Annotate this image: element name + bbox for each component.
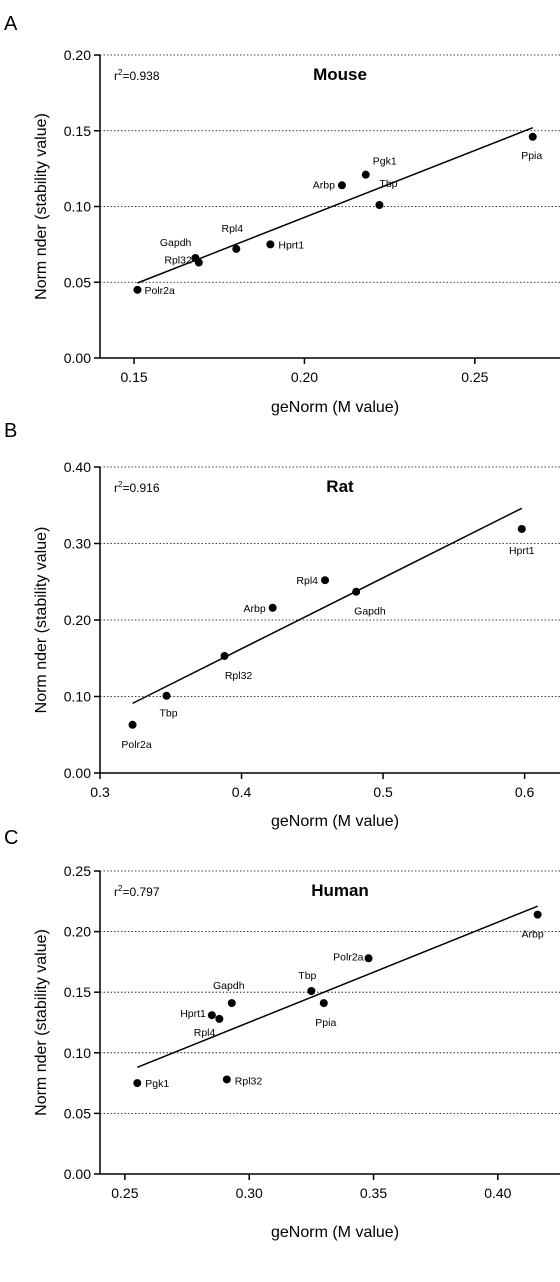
data-point bbox=[215, 1014, 224, 1023]
data-point-label: Gapdh bbox=[160, 237, 192, 249]
data-point-label: Rpl32 bbox=[225, 670, 253, 682]
y-tick-label: 0.40 bbox=[64, 459, 91, 475]
x-tick-label: 0.4 bbox=[232, 784, 252, 800]
panel-letter: A bbox=[4, 13, 18, 35]
panel-letter: B bbox=[4, 420, 17, 442]
data-point-label: Rpl32 bbox=[235, 1075, 263, 1087]
data-point-label: Arbp bbox=[522, 929, 544, 941]
data-point-label: Polr2a bbox=[121, 739, 152, 751]
y-axis-label: Norm nder (stability value) bbox=[33, 113, 50, 300]
data-point-label: Rpl4 bbox=[194, 1027, 216, 1039]
data-point bbox=[232, 244, 241, 253]
data-point-label: Arbp bbox=[313, 179, 335, 191]
data-point bbox=[266, 240, 275, 249]
x-tick-label: 0.5 bbox=[373, 784, 393, 800]
x-axis-label: geNorm (M value) bbox=[271, 399, 399, 416]
x-tick-label: 0.30 bbox=[236, 1185, 263, 1201]
x-axis-label: geNorm (M value) bbox=[271, 813, 399, 830]
y-tick-label: 0.30 bbox=[64, 536, 91, 552]
data-point-label: Gapdh bbox=[213, 980, 245, 992]
plot-title: Mouse bbox=[313, 65, 367, 84]
x-tick-label: 0.25 bbox=[111, 1185, 138, 1201]
data-point-label: Ppia bbox=[315, 1017, 336, 1029]
y-tick-label: 0.10 bbox=[64, 1045, 91, 1061]
regression-line bbox=[137, 127, 534, 284]
data-point bbox=[533, 910, 542, 919]
data-point-label: Tbp bbox=[159, 708, 177, 720]
data-point bbox=[133, 1079, 142, 1088]
x-tick-label: 0.20 bbox=[291, 369, 318, 385]
plot-title: Human bbox=[311, 881, 369, 900]
data-point bbox=[321, 576, 330, 585]
y-tick-label: 0.05 bbox=[64, 1105, 91, 1121]
data-point-label: Polr2a bbox=[333, 951, 364, 963]
panel-c: C 0.00 0.05 0.10 0.15 0.20 0.25 0.25 0.30 0.35 0.4… bbox=[4, 827, 560, 1241]
data-point-label: Tbp bbox=[379, 178, 397, 190]
y-tick-label: 0.05 bbox=[64, 274, 91, 290]
x-tick-label: 0.3 bbox=[90, 784, 110, 800]
data-point-label: Rpl4 bbox=[296, 575, 318, 587]
y-tick-label: 0.20 bbox=[64, 924, 91, 940]
data-point-label: Gapdh bbox=[354, 606, 386, 618]
data-point bbox=[528, 132, 537, 141]
plot-title: Rat bbox=[326, 477, 354, 496]
data-point-label: Hprt1 bbox=[509, 545, 535, 557]
data-point-label: Hprt1 bbox=[180, 1008, 206, 1020]
data-point bbox=[307, 986, 316, 995]
x-tick-label: 0.25 bbox=[461, 369, 488, 385]
x-axis-label: geNorm (M value) bbox=[271, 1224, 399, 1241]
data-point bbox=[220, 651, 229, 660]
panel-letter: C bbox=[4, 827, 18, 849]
data-point-label: Tbp bbox=[298, 970, 316, 982]
data-point-label: Ppia bbox=[521, 150, 542, 162]
data-point bbox=[128, 720, 137, 729]
data-point-label: Hprt1 bbox=[278, 239, 304, 251]
data-point bbox=[337, 181, 346, 190]
panel-a: A 0.00 0.05 0.10 0.15 0.20 0.15 0.20 0.25 geNorm … bbox=[4, 13, 560, 416]
regression-line bbox=[137, 905, 538, 1069]
x-tick-label: 0.40 bbox=[484, 1185, 511, 1201]
y-tick-label: 0.20 bbox=[64, 612, 91, 628]
y-tick-label: 0.00 bbox=[64, 765, 91, 781]
y-tick-label: 0.10 bbox=[64, 689, 91, 705]
x-tick-label: 0.35 bbox=[360, 1185, 387, 1201]
data-point-label: Rpl32 bbox=[164, 255, 192, 267]
data-point bbox=[364, 954, 373, 963]
data-point-label: Pgk1 bbox=[373, 156, 397, 168]
data-point-label: Pgk1 bbox=[145, 1078, 169, 1090]
y-tick-label: 0.20 bbox=[64, 47, 91, 63]
y-tick-label: 0.15 bbox=[64, 123, 91, 139]
data-point bbox=[375, 200, 384, 209]
r-squared-label: r2=0.938 bbox=[114, 68, 160, 83]
data-point bbox=[191, 254, 200, 263]
y-axis-label: Norm nder (stability value) bbox=[33, 929, 50, 1116]
y-tick-label: 0.00 bbox=[64, 350, 91, 366]
y-tick-label: 0.00 bbox=[64, 1166, 91, 1182]
panel-b: B 0.00 0.10 0.20 0.30 0.40 0.3 0.4 0.5 0.6 geNorm … bbox=[4, 420, 560, 830]
x-tick-label: 0.6 bbox=[515, 784, 535, 800]
data-point bbox=[361, 170, 370, 179]
data-point bbox=[227, 999, 236, 1008]
y-tick-label: 0.25 bbox=[64, 863, 91, 879]
data-point bbox=[517, 524, 526, 533]
data-point bbox=[222, 1075, 231, 1084]
y-tick-label: 0.10 bbox=[64, 199, 91, 215]
data-point-label: Rpl4 bbox=[221, 223, 243, 235]
y-tick-label: 0.15 bbox=[64, 984, 91, 1000]
data-point-label: Polr2a bbox=[144, 285, 175, 297]
data-point bbox=[162, 691, 171, 700]
data-point bbox=[207, 1011, 216, 1020]
regression-line bbox=[132, 507, 523, 705]
data-point-label: Arbp bbox=[243, 603, 265, 615]
r-squared-label: r2=0.797 bbox=[114, 884, 160, 899]
x-tick-label: 0.15 bbox=[120, 369, 147, 385]
data-point bbox=[352, 587, 361, 596]
y-axis-label: Norm nder (stability value) bbox=[33, 527, 50, 714]
data-point bbox=[133, 285, 142, 294]
r-squared-label: r2=0.916 bbox=[114, 480, 160, 495]
data-point bbox=[268, 603, 277, 612]
data-point bbox=[319, 999, 328, 1008]
